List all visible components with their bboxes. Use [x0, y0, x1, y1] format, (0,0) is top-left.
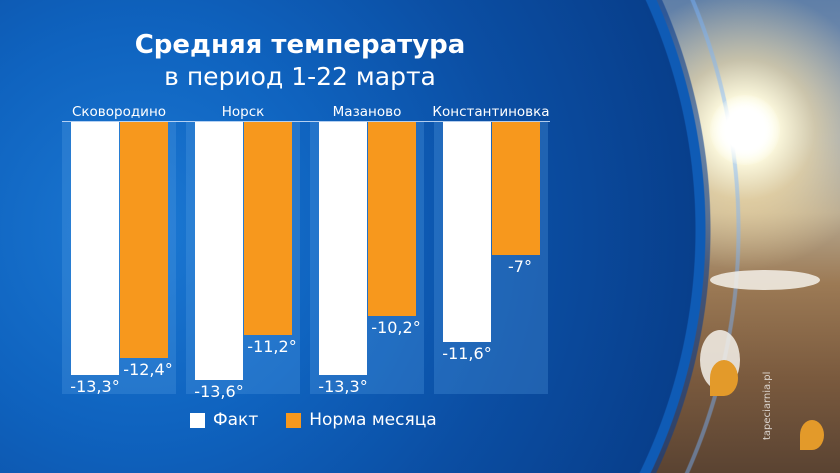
bar-fact — [71, 122, 119, 375]
leaf — [800, 420, 824, 450]
baseline-line — [62, 121, 550, 122]
category-label: Норск — [221, 104, 265, 120]
bar-norm — [368, 122, 416, 316]
snow-branch — [710, 270, 820, 290]
legend-label-norm: Норма месяца — [309, 410, 437, 430]
bar-fact — [195, 122, 243, 381]
chart-title: Средняя температура — [134, 30, 466, 60]
category-label: Мазаново — [332, 104, 402, 120]
legend-label-fact: Факт — [213, 410, 259, 430]
leaf — [710, 360, 738, 396]
sun-image — [710, 95, 780, 165]
legend-swatch-fact — [190, 412, 205, 428]
data-label-fact: -13,6° — [194, 382, 244, 402]
data-label-fact: -13,3° — [70, 376, 120, 396]
bar-norm — [244, 122, 292, 335]
chart-subtitle: в период 1-22 марта — [164, 62, 436, 91]
bar-fact — [319, 122, 367, 375]
data-label-norm: -7° — [508, 257, 532, 276]
bar-norm — [492, 122, 540, 255]
data-label-fact: -11,6° — [442, 344, 492, 364]
data-label-norm: -11,2° — [247, 336, 297, 356]
data-label-norm: -12,4° — [123, 359, 173, 379]
legend: Факт Норма месяца — [190, 410, 437, 430]
category-label: Константиновка — [432, 104, 550, 120]
category-label: Сковородино — [71, 104, 167, 120]
legend-swatch-norm — [286, 412, 302, 428]
bar-fact — [443, 122, 491, 343]
bar-chart: Сковородино -13,3° -12,4° Норск -13,6° -11,2°… — [62, 104, 550, 402]
bar-norm — [120, 122, 168, 358]
watermark: tapeciarnia.pl — [762, 371, 773, 440]
data-label-norm: -10,2° — [371, 317, 421, 337]
data-label-fact: -13,3° — [318, 376, 368, 396]
